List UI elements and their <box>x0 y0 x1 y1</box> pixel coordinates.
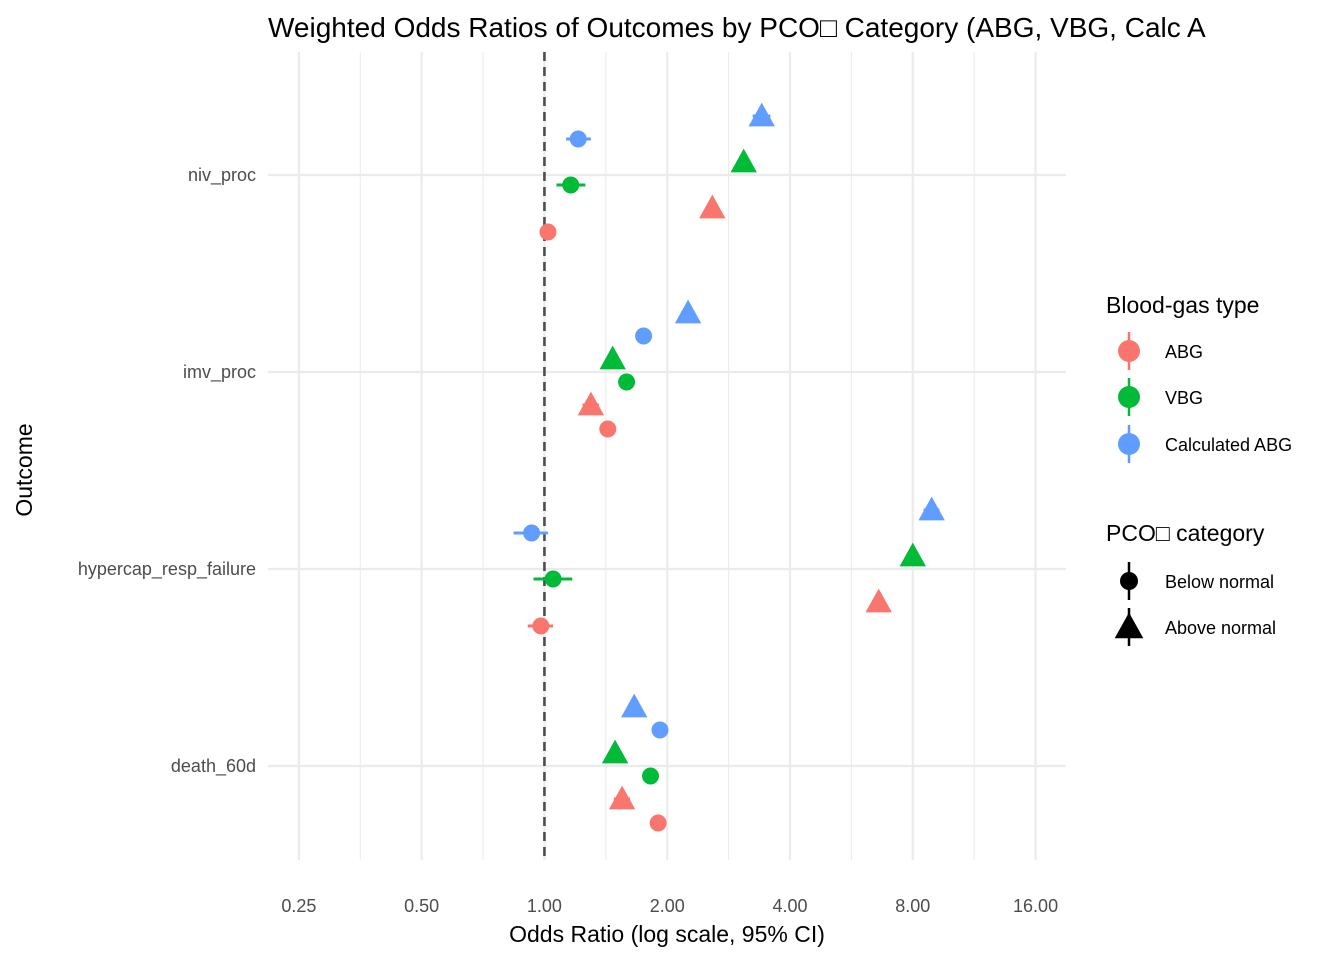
point-vbg-above <box>601 739 629 764</box>
x-tick-label: 0.25 <box>281 896 316 916</box>
point-calculated-abg-above <box>674 299 702 324</box>
point-calculated-abg-below <box>569 130 587 148</box>
x-axis-title: Odds Ratio (log scale, 95% CI) <box>509 921 825 947</box>
legend-key-triangle <box>1114 612 1144 639</box>
x-tick-label: 16.00 <box>1013 896 1058 916</box>
y-tick-label: imv_proc <box>183 362 256 383</box>
x-tick-label: 2.00 <box>650 896 685 916</box>
point-abg-below <box>539 223 557 241</box>
point-vbg-above <box>730 148 757 173</box>
point-abg-below <box>599 420 617 438</box>
legend-key-dot <box>1118 340 1140 362</box>
legend: Blood-gas type ABG VBG Calculated ABG PC… <box>1106 292 1292 646</box>
point-abg-below <box>532 617 550 635</box>
x-tick-label: 0.50 <box>404 896 439 916</box>
point-abg-above <box>608 785 636 810</box>
x-tick-label: 4.00 <box>772 896 807 916</box>
point-calculated-abg-below <box>523 524 541 542</box>
point-abg-above <box>577 391 605 416</box>
legend-label-below-normal: Below normal <box>1165 572 1274 592</box>
grid <box>268 52 1066 860</box>
axis-ticks: 0.25 0.50 1.00 2.00 4.00 8.00 16.00 niv_procimv… <box>78 165 1058 916</box>
legend-color-keys <box>1118 332 1140 463</box>
legend-key-dot <box>1118 386 1140 408</box>
point-abg-above <box>699 194 726 219</box>
y-axis-title: Outcome <box>11 423 37 516</box>
point-abg-above <box>865 588 892 613</box>
point-vbg-below <box>544 570 562 588</box>
point-calculated-abg-above <box>621 693 648 718</box>
point-vbg-below <box>618 373 636 391</box>
point-calculated-abg-above <box>918 496 945 521</box>
point-abg-below <box>649 814 667 832</box>
point-calculated-abg-below <box>635 327 653 345</box>
x-tick-label: 1.00 <box>527 896 562 916</box>
legend-key-dot <box>1118 433 1140 455</box>
point-calculated-abg-below <box>651 721 669 739</box>
legend-key-circle <box>1120 572 1138 590</box>
legend-color-title: Blood-gas type <box>1106 292 1259 318</box>
point-calculated-abg-above <box>748 102 775 127</box>
point-vbg-above <box>899 542 926 567</box>
y-tick-label: niv_proc <box>188 165 256 186</box>
legend-shape-title: PCO□ category <box>1106 520 1265 546</box>
legend-shape-keys <box>1114 562 1144 646</box>
legend-label-above-normal: Above normal <box>1165 618 1276 638</box>
point-vbg-above <box>599 345 626 370</box>
data-marks <box>513 102 945 832</box>
y-tick-label: death_60d <box>171 756 256 777</box>
legend-label-vbg: VBG <box>1165 388 1203 408</box>
point-vbg-below <box>642 767 660 785</box>
legend-label-abg: ABG <box>1165 342 1203 362</box>
y-tick-label: hypercap_resp_failure <box>78 559 256 580</box>
point-vbg-below <box>562 176 580 194</box>
legend-label-calculated-abg: Calculated ABG <box>1165 435 1292 455</box>
chart-title: Weighted Odds Ratios of Outcomes by PCO□… <box>268 12 1206 43</box>
x-tick-label: 8.00 <box>895 896 930 916</box>
